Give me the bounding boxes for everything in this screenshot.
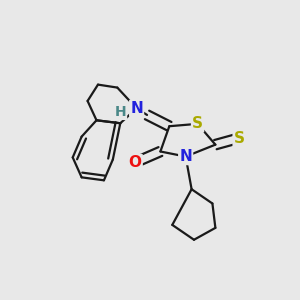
Text: H: H [115, 105, 126, 119]
Text: N: N [130, 101, 143, 116]
Text: O: O [129, 155, 142, 170]
Text: S: S [192, 116, 203, 131]
Text: N: N [179, 149, 192, 164]
Text: S: S [234, 130, 245, 146]
